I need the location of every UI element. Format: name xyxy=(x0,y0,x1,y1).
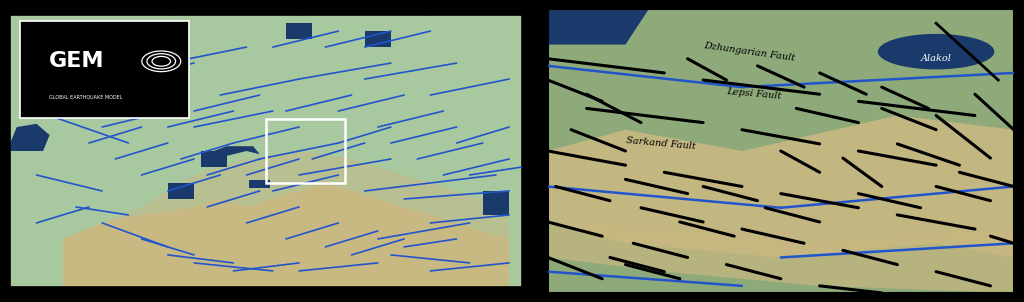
Polygon shape xyxy=(286,23,312,39)
Bar xyxy=(20,21,189,118)
Polygon shape xyxy=(62,183,509,287)
Bar xyxy=(266,119,345,183)
Text: Lepsi Fault: Lepsi Fault xyxy=(726,87,782,101)
Text: GLOBAL EARTHQUAKE MODEL: GLOBAL EARTHQUAKE MODEL xyxy=(49,94,122,99)
Polygon shape xyxy=(548,9,649,45)
Text: Dzhungarian Fault: Dzhungarian Fault xyxy=(703,41,796,63)
Polygon shape xyxy=(201,151,227,167)
Polygon shape xyxy=(548,222,1014,293)
Polygon shape xyxy=(249,180,270,188)
Text: Sarkand Fault: Sarkand Fault xyxy=(626,137,695,151)
Polygon shape xyxy=(365,31,391,47)
Polygon shape xyxy=(62,151,509,239)
Polygon shape xyxy=(168,183,194,199)
Polygon shape xyxy=(548,115,1014,257)
Polygon shape xyxy=(483,191,509,215)
Text: GEM: GEM xyxy=(49,51,104,71)
Ellipse shape xyxy=(878,34,994,69)
Text: Alakol: Alakol xyxy=(921,54,951,63)
Polygon shape xyxy=(214,146,260,156)
Polygon shape xyxy=(10,124,49,151)
